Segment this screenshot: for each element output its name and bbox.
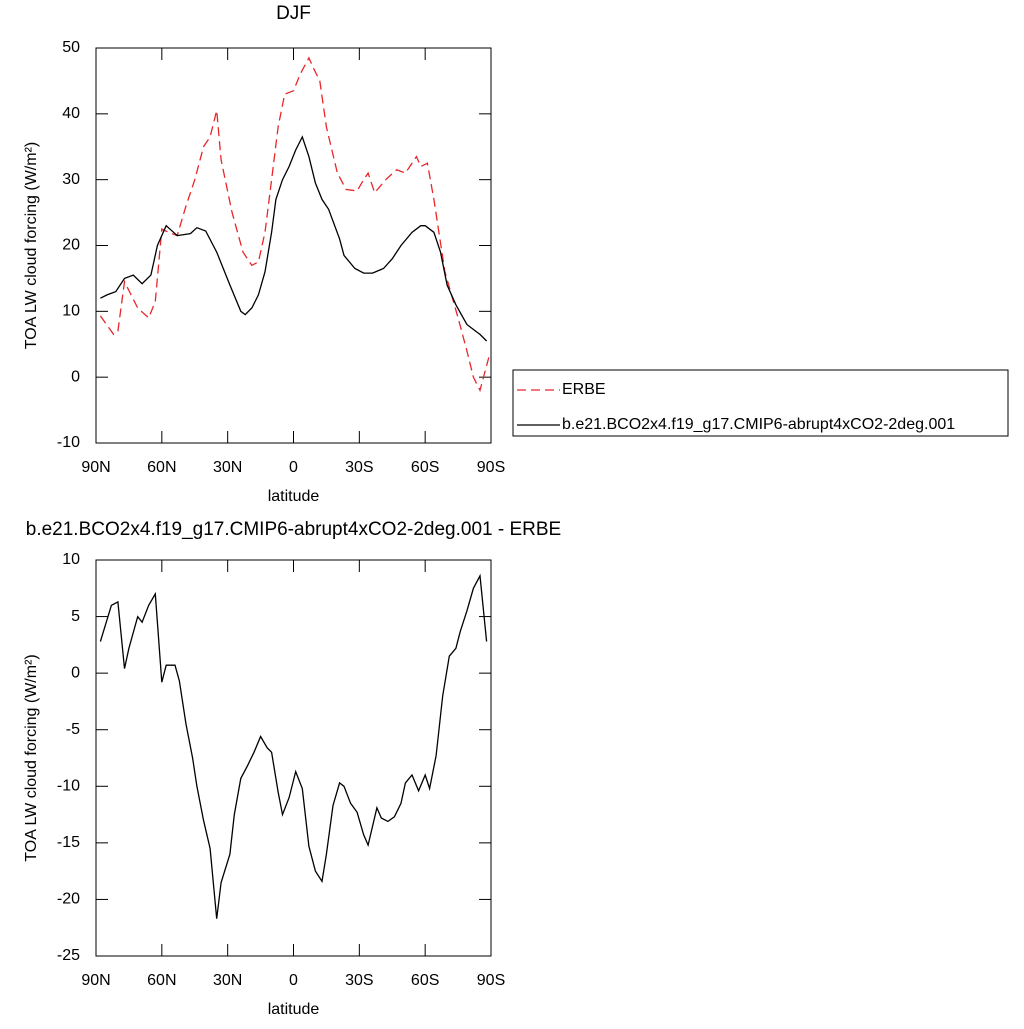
x-tick-label: 90N <box>81 459 110 476</box>
y-tick-label: 30 <box>62 171 80 188</box>
x-axis-label: latitude <box>268 1001 320 1018</box>
y-tick-label: -5 <box>66 721 80 738</box>
x-tick-label: 60S <box>411 972 439 989</box>
y-axis-label: TOA LW cloud forcing (W/m²) <box>23 142 40 349</box>
y-tick-label: -10 <box>57 434 80 451</box>
y-tick-label: 10 <box>62 551 80 568</box>
x-tick-label: 0 <box>289 459 298 476</box>
y-tick-label: -20 <box>57 891 80 908</box>
plot-frame <box>95 559 492 957</box>
y-tick-label: 10 <box>62 303 80 320</box>
legend-box <box>512 369 1009 437</box>
chart-title: b.e21.BCO2x4.f19_g17.CMIP6-abrupt4xCO2-2… <box>26 519 561 540</box>
x-tick-label: 30N <box>213 972 242 989</box>
legend-label: b.e21.BCO2x4.f19_g17.CMIP6-abrupt4xCO2-2… <box>562 416 955 433</box>
y-tick-label: 20 <box>62 237 80 254</box>
data-line <box>99 573 488 919</box>
x-tick-label: 60S <box>411 459 439 476</box>
x-tick-label: 90S <box>477 459 505 476</box>
y-tick-label: -15 <box>57 834 80 851</box>
data-line <box>99 56 490 393</box>
x-tick-label: 30N <box>213 459 242 476</box>
x-tick-label: 30S <box>345 972 373 989</box>
y-tick-label: 0 <box>71 664 80 681</box>
data-line <box>100 135 488 342</box>
x-tick-label: 60N <box>147 459 176 476</box>
legend-label: ERBE <box>562 381 606 398</box>
y-tick-label: 5 <box>71 608 80 625</box>
chart-title: DJF <box>276 3 311 24</box>
y-tick-label: 0 <box>71 368 80 385</box>
plot-frame <box>95 47 492 444</box>
y-tick-label: -10 <box>57 778 80 795</box>
y-tick-label: 50 <box>62 39 80 56</box>
x-tick-label: 90S <box>477 972 505 989</box>
x-tick-label: 0 <box>289 972 298 989</box>
y-axis-label: TOA LW cloud forcing (W/m²) <box>23 654 40 861</box>
x-tick-label: 60N <box>147 972 176 989</box>
x-tick-label: 30S <box>345 459 373 476</box>
x-axis-label: latitude <box>268 488 320 505</box>
x-tick-label: 90N <box>81 972 110 989</box>
y-tick-label: -25 <box>57 947 80 964</box>
y-tick-label: 40 <box>62 105 80 122</box>
